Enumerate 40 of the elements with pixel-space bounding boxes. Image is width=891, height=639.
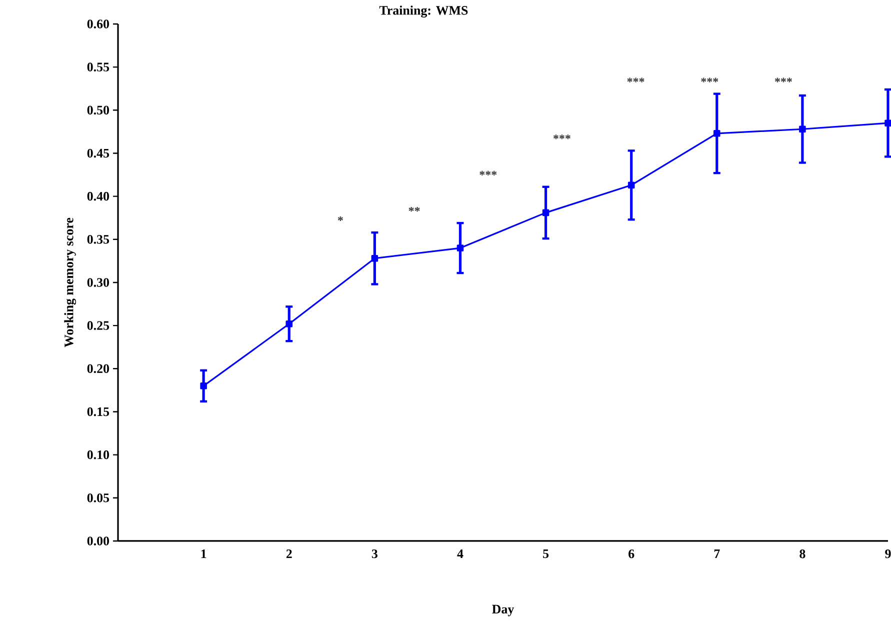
point <box>371 254 378 262</box>
y-tick-label: 0.55 <box>87 62 110 72</box>
x-tick-label: 6 <box>628 549 634 558</box>
x-tick-label: 8 <box>800 549 806 558</box>
point <box>456 244 464 252</box>
point <box>200 382 207 390</box>
point <box>628 182 635 189</box>
x-axis-title: Day <box>492 604 514 616</box>
point <box>286 320 293 328</box>
annotation: *** <box>553 134 570 140</box>
point <box>799 126 806 132</box>
y-tick-label: 0.45 <box>87 148 110 158</box>
x-tick-label: 3 <box>372 549 378 558</box>
x-tick-label: 1 <box>201 549 206 558</box>
y-tick-label: 0.60 <box>87 20 110 28</box>
annotation: *** <box>701 78 718 82</box>
x-tick-label: 7 <box>714 549 720 558</box>
x-tick-label: 2 <box>286 549 292 558</box>
y-tick-label: 0.00 <box>87 536 110 546</box>
point <box>714 130 720 137</box>
y-tick-label: 0.10 <box>87 450 110 460</box>
y-tick-label: 0.40 <box>87 192 110 201</box>
chart-title: Training: WMS <box>379 6 468 18</box>
x-tick-label: 4 <box>457 549 464 558</box>
x-tick-label: 5 <box>543 549 549 558</box>
y-tick-label: 0.50 <box>87 106 110 115</box>
y-axis-title: Working memory score <box>64 218 76 348</box>
y-tick-label: 0.30 <box>87 278 110 287</box>
y-tick-label: 0.15 <box>87 407 110 416</box>
annotation: *** <box>774 78 792 82</box>
x-tick-label: 9 <box>885 549 891 558</box>
y-tick-label: 0.25 <box>87 321 110 330</box>
annotation: *** <box>480 170 497 176</box>
y-tick-label: 0.35 <box>87 235 110 244</box>
annotation: *** <box>627 78 644 82</box>
y-tick-label: 0.20 <box>87 364 110 374</box>
y-tick-label: 0.05 <box>87 494 110 502</box>
annotation: * <box>338 216 343 222</box>
annotation: ** <box>408 207 420 212</box>
point <box>542 209 550 216</box>
